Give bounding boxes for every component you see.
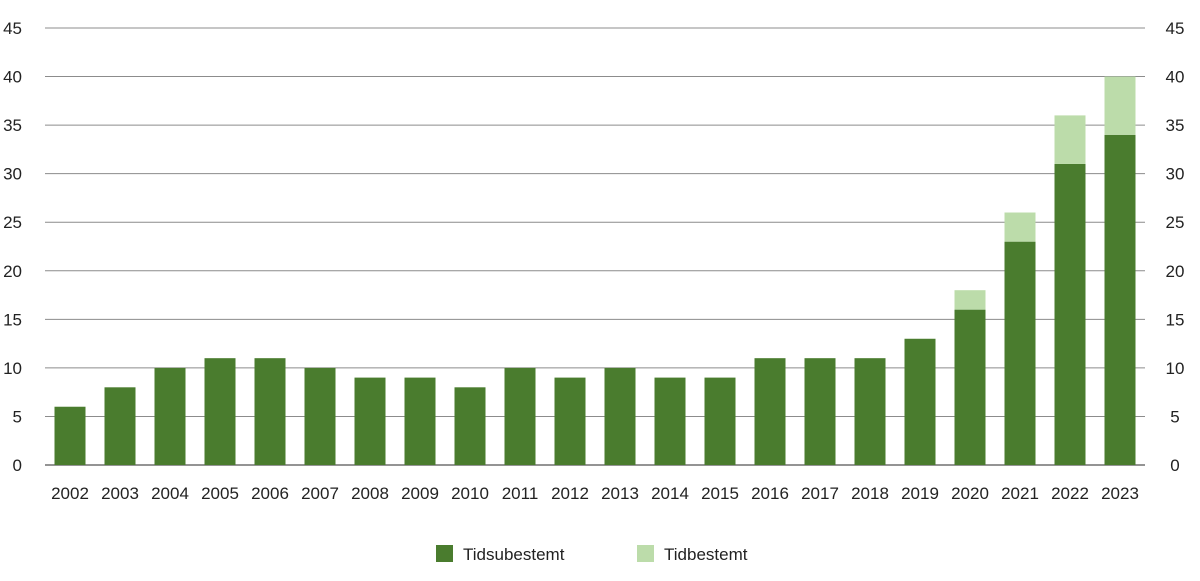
x-tick-label: 2021: [1001, 484, 1039, 503]
bar-2007-series-0: [304, 367, 336, 465]
y-tick-right-label: 15: [1166, 310, 1185, 329]
x-tick-label: 2011: [502, 484, 539, 503]
bar-2021-series-0: [1004, 241, 1036, 465]
bar-2005-series-0: [204, 358, 236, 465]
bar-2020-series-1: [954, 290, 986, 310]
y-tick-left-label: 25: [3, 213, 22, 232]
bar-2014-series-0: [654, 377, 686, 465]
bar-2019-series-0: [904, 338, 936, 465]
legend-swatch-1: [637, 545, 654, 562]
bar-2021-series-1: [1004, 212, 1036, 242]
bar-2015-series-0: [704, 377, 736, 465]
bar-2022-series-1: [1054, 115, 1086, 164]
y-axis-left: 0 5 10 15 20 25 30 35 40 45: [3, 19, 22, 475]
bar-2013-series-0: [604, 367, 636, 465]
y-tick-left-label: 20: [3, 262, 22, 281]
bar-2018-series-0: [854, 358, 886, 465]
y-tick-right-label: 45: [1166, 19, 1185, 38]
y-tick-left-label: 5: [13, 407, 22, 426]
y-tick-right-label: 0: [1170, 456, 1179, 475]
x-tick-label: 2008: [351, 484, 389, 503]
x-tick-label: 2006: [251, 484, 289, 503]
bar-2003-series-0: [104, 387, 136, 465]
y-tick-left-label: 15: [3, 310, 22, 329]
y-tick-left-label: 0: [13, 456, 22, 475]
x-tick-label: 2012: [551, 484, 589, 503]
x-tick-label: 2019: [901, 484, 939, 503]
bar-2010-series-0: [454, 387, 486, 465]
bars: [54, 76, 1136, 465]
x-tick-label: 2010: [451, 484, 489, 503]
x-tick-label: 2007: [301, 484, 339, 503]
bar-2004-series-0: [154, 367, 186, 465]
bar-2009-series-0: [404, 377, 436, 465]
x-tick-label: 2002: [51, 484, 89, 503]
x-tick-label: 2003: [101, 484, 139, 503]
x-axis: 2002 2003 2004 2005 2006 2007 2008 2009 2010 2011…: [51, 484, 1139, 503]
bar-2011-series-0: [504, 367, 536, 465]
bar-2020-series-0: [954, 309, 986, 465]
y-tick-left-label: 10: [3, 359, 22, 378]
y-tick-right-label: 10: [1166, 359, 1185, 378]
legend-label-1: Tidbestemt: [664, 545, 748, 564]
x-tick-label: 2020: [951, 484, 989, 503]
x-tick-label: 2018: [851, 484, 889, 503]
y-tick-right-label: 40: [1166, 68, 1185, 87]
legend: Tidsubestemt Tidbestemt: [436, 545, 748, 564]
x-tick-label: 2023: [1101, 484, 1139, 503]
y-tick-left-label: 40: [3, 68, 22, 87]
y-tick-left-label: 30: [3, 165, 22, 184]
y-tick-right-label: 35: [1166, 116, 1185, 135]
x-tick-label: 2016: [751, 484, 789, 503]
x-tick-label: 2017: [801, 484, 839, 503]
x-tick-label: 2015: [701, 484, 739, 503]
legend-label-0: Tidsubestemt: [463, 545, 565, 564]
y-tick-right-label: 20: [1166, 262, 1185, 281]
bar-2022-series-0: [1054, 163, 1086, 465]
bar-2002-series-0: [54, 406, 86, 465]
y-tick-right-label: 25: [1166, 213, 1185, 232]
bar-2012-series-0: [554, 377, 586, 465]
y-tick-right-label: 5: [1170, 407, 1179, 426]
y-axis-right: 0 5 10 15 20 25 30 35 40 45: [1166, 19, 1185, 475]
legend-swatch-0: [436, 545, 453, 562]
bar-2008-series-0: [354, 377, 386, 465]
bar-2017-series-0: [804, 358, 836, 465]
y-tick-left-label: 45: [3, 19, 22, 38]
bar-2006-series-0: [254, 358, 286, 465]
x-tick-label: 2005: [201, 484, 239, 503]
x-tick-label: 2009: [401, 484, 439, 503]
x-tick-label: 2004: [151, 484, 189, 503]
x-tick-label: 2022: [1051, 484, 1089, 503]
x-tick-label: 2014: [651, 484, 689, 503]
y-tick-right-label: 30: [1166, 165, 1185, 184]
bar-2016-series-0: [754, 358, 786, 465]
bar-2023-series-0: [1104, 134, 1136, 465]
x-tick-label: 2013: [601, 484, 639, 503]
bar-2023-series-1: [1104, 76, 1136, 135]
y-tick-left-label: 35: [3, 116, 22, 135]
